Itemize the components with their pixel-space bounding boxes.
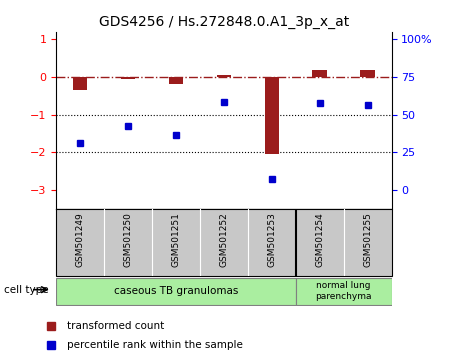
- Bar: [217, 75, 231, 77]
- Text: caseous TB granulomas: caseous TB granulomas: [114, 286, 238, 296]
- Text: cell type: cell type: [4, 285, 49, 295]
- Text: normal lung
parenchyma: normal lung parenchyma: [315, 281, 372, 301]
- Text: transformed count: transformed count: [67, 321, 164, 331]
- Bar: [360, 70, 375, 77]
- Text: percentile rank within the sample: percentile rank within the sample: [67, 341, 243, 350]
- Bar: [265, 77, 279, 154]
- FancyBboxPatch shape: [296, 278, 392, 305]
- Text: GSM501250: GSM501250: [124, 212, 133, 267]
- Text: GSM501255: GSM501255: [363, 212, 372, 267]
- Bar: [169, 77, 183, 84]
- Bar: [73, 77, 87, 90]
- Text: GSM501249: GSM501249: [76, 212, 85, 267]
- Text: GSM501253: GSM501253: [267, 212, 276, 267]
- Title: GDS4256 / Hs.272848.0.A1_3p_x_at: GDS4256 / Hs.272848.0.A1_3p_x_at: [99, 16, 349, 29]
- Bar: [312, 70, 327, 77]
- Text: GSM501252: GSM501252: [220, 212, 228, 267]
- Text: GSM501254: GSM501254: [315, 212, 324, 267]
- Bar: [121, 77, 135, 79]
- Text: GSM501251: GSM501251: [171, 212, 180, 267]
- FancyBboxPatch shape: [56, 278, 296, 305]
